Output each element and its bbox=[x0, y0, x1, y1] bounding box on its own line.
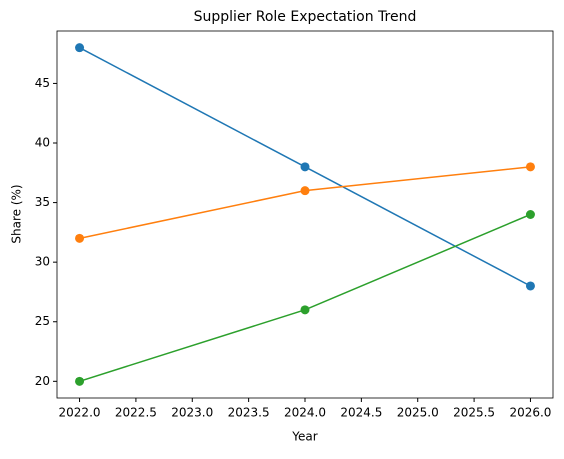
x-axis-label: Year bbox=[291, 430, 317, 444]
x-tick-label: 2022.5 bbox=[115, 406, 157, 420]
x-tick-label: 2023.0 bbox=[171, 406, 213, 420]
point bbox=[75, 376, 85, 386]
point bbox=[75, 233, 85, 243]
x-tick-label: 2024.0 bbox=[284, 406, 326, 420]
point bbox=[525, 281, 535, 291]
y-tick-label: 35 bbox=[35, 195, 50, 209]
line bbox=[79, 166, 531, 240]
y-axis-label: Share (%) bbox=[10, 184, 24, 243]
x-tick-label: 2024.5 bbox=[340, 406, 382, 420]
y-tick-label: 30 bbox=[35, 255, 50, 269]
point bbox=[300, 186, 310, 196]
point bbox=[525, 210, 535, 219]
y-tick-label: 40 bbox=[35, 136, 50, 150]
y-tick-label: 20 bbox=[35, 374, 50, 388]
chart-title: Supplier Role Expectation Trend bbox=[194, 9, 417, 25]
point bbox=[300, 162, 310, 172]
x-tick-label: 2022.0 bbox=[59, 406, 101, 420]
line bbox=[79, 213, 531, 383]
x-tick-label: 2026.0 bbox=[509, 406, 551, 420]
x-tick-label: 2025.5 bbox=[453, 406, 495, 420]
point bbox=[75, 43, 85, 53]
y-tick-label: 45 bbox=[35, 76, 50, 90]
point bbox=[300, 305, 310, 315]
point bbox=[525, 162, 535, 172]
x-tick-label: 2023.5 bbox=[228, 406, 270, 420]
x-tick-label: 2025.0 bbox=[397, 406, 439, 420]
plot-frame bbox=[56, 30, 554, 399]
y-tick-label: 25 bbox=[35, 314, 50, 328]
